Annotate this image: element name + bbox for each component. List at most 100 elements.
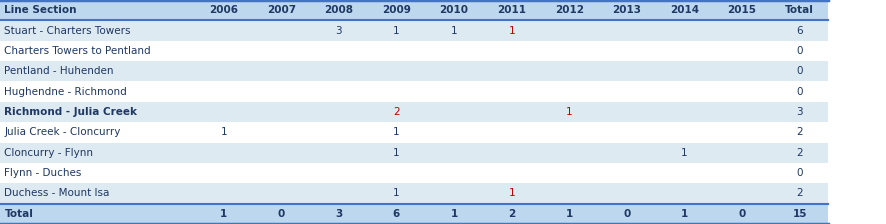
Bar: [0, 0, 195, 20]
Bar: [713, 20, 771, 41]
Bar: [713, 183, 771, 204]
Text: 3: 3: [335, 209, 343, 219]
Bar: [253, 142, 310, 163]
Bar: [540, 142, 598, 163]
Bar: [368, 61, 425, 82]
Bar: [195, 102, 253, 122]
Bar: [0, 142, 195, 163]
Text: 1: 1: [565, 209, 573, 219]
Bar: [253, 41, 310, 61]
Bar: [656, 41, 713, 61]
Text: 2007: 2007: [267, 5, 296, 15]
Bar: [368, 163, 425, 183]
Bar: [771, 122, 828, 142]
Bar: [0, 20, 195, 41]
Bar: [310, 61, 368, 82]
Text: 6: 6: [392, 209, 400, 219]
Bar: [656, 122, 713, 142]
Bar: [656, 0, 713, 20]
Bar: [425, 142, 483, 163]
Bar: [656, 142, 713, 163]
Bar: [598, 41, 656, 61]
Bar: [310, 122, 368, 142]
Text: 0: 0: [797, 168, 803, 178]
Bar: [368, 20, 425, 41]
Bar: [656, 183, 713, 204]
Bar: [310, 142, 368, 163]
Bar: [253, 102, 310, 122]
Text: Total: Total: [785, 5, 814, 15]
Text: 1: 1: [509, 26, 515, 36]
Bar: [656, 82, 713, 102]
Text: 2: 2: [797, 188, 803, 198]
Text: 1: 1: [450, 209, 458, 219]
Bar: [310, 163, 368, 183]
Text: 0: 0: [797, 66, 803, 76]
Bar: [425, 163, 483, 183]
Bar: [656, 163, 713, 183]
Text: 1: 1: [681, 148, 688, 158]
Bar: [310, 82, 368, 102]
Text: 2: 2: [797, 127, 803, 137]
Bar: [483, 82, 540, 102]
Bar: [253, 61, 310, 82]
Text: Total: Total: [4, 209, 34, 219]
Bar: [425, 41, 483, 61]
Text: 2: 2: [508, 209, 516, 219]
Bar: [253, 183, 310, 204]
Text: 1: 1: [393, 188, 400, 198]
Bar: [195, 204, 253, 224]
Text: 1: 1: [451, 26, 457, 36]
Bar: [771, 20, 828, 41]
Bar: [0, 102, 195, 122]
Text: 2011: 2011: [497, 5, 526, 15]
Text: 0: 0: [797, 46, 803, 56]
Bar: [483, 122, 540, 142]
Bar: [483, 102, 540, 122]
Bar: [195, 20, 253, 41]
Text: Flynn - Duches: Flynn - Duches: [4, 168, 82, 178]
Bar: [310, 0, 368, 20]
Text: 0: 0: [797, 87, 803, 97]
Bar: [598, 20, 656, 41]
Bar: [425, 122, 483, 142]
Bar: [0, 41, 195, 61]
Bar: [656, 204, 713, 224]
Bar: [713, 142, 771, 163]
Text: 3: 3: [336, 26, 342, 36]
Bar: [253, 122, 310, 142]
Text: 2006: 2006: [209, 5, 238, 15]
Bar: [253, 20, 310, 41]
Bar: [425, 183, 483, 204]
Text: 2010: 2010: [439, 5, 469, 15]
Bar: [483, 204, 540, 224]
Bar: [310, 204, 368, 224]
Text: 1: 1: [680, 209, 688, 219]
Text: 1: 1: [220, 209, 228, 219]
Bar: [713, 102, 771, 122]
Bar: [0, 183, 195, 204]
Bar: [0, 204, 195, 224]
Bar: [253, 204, 310, 224]
Bar: [540, 41, 598, 61]
Bar: [253, 82, 310, 102]
Bar: [656, 20, 713, 41]
Bar: [253, 163, 310, 183]
Bar: [598, 0, 656, 20]
Bar: [598, 61, 656, 82]
Bar: [540, 61, 598, 82]
Bar: [195, 61, 253, 82]
Bar: [713, 41, 771, 61]
Bar: [195, 142, 253, 163]
Text: 2008: 2008: [324, 5, 354, 15]
Text: 2: 2: [797, 148, 803, 158]
Bar: [368, 102, 425, 122]
Bar: [771, 0, 828, 20]
Bar: [368, 183, 425, 204]
Bar: [425, 82, 483, 102]
Bar: [483, 41, 540, 61]
Bar: [310, 41, 368, 61]
Bar: [598, 204, 656, 224]
Text: 1: 1: [393, 26, 400, 36]
Text: 6: 6: [797, 26, 803, 36]
